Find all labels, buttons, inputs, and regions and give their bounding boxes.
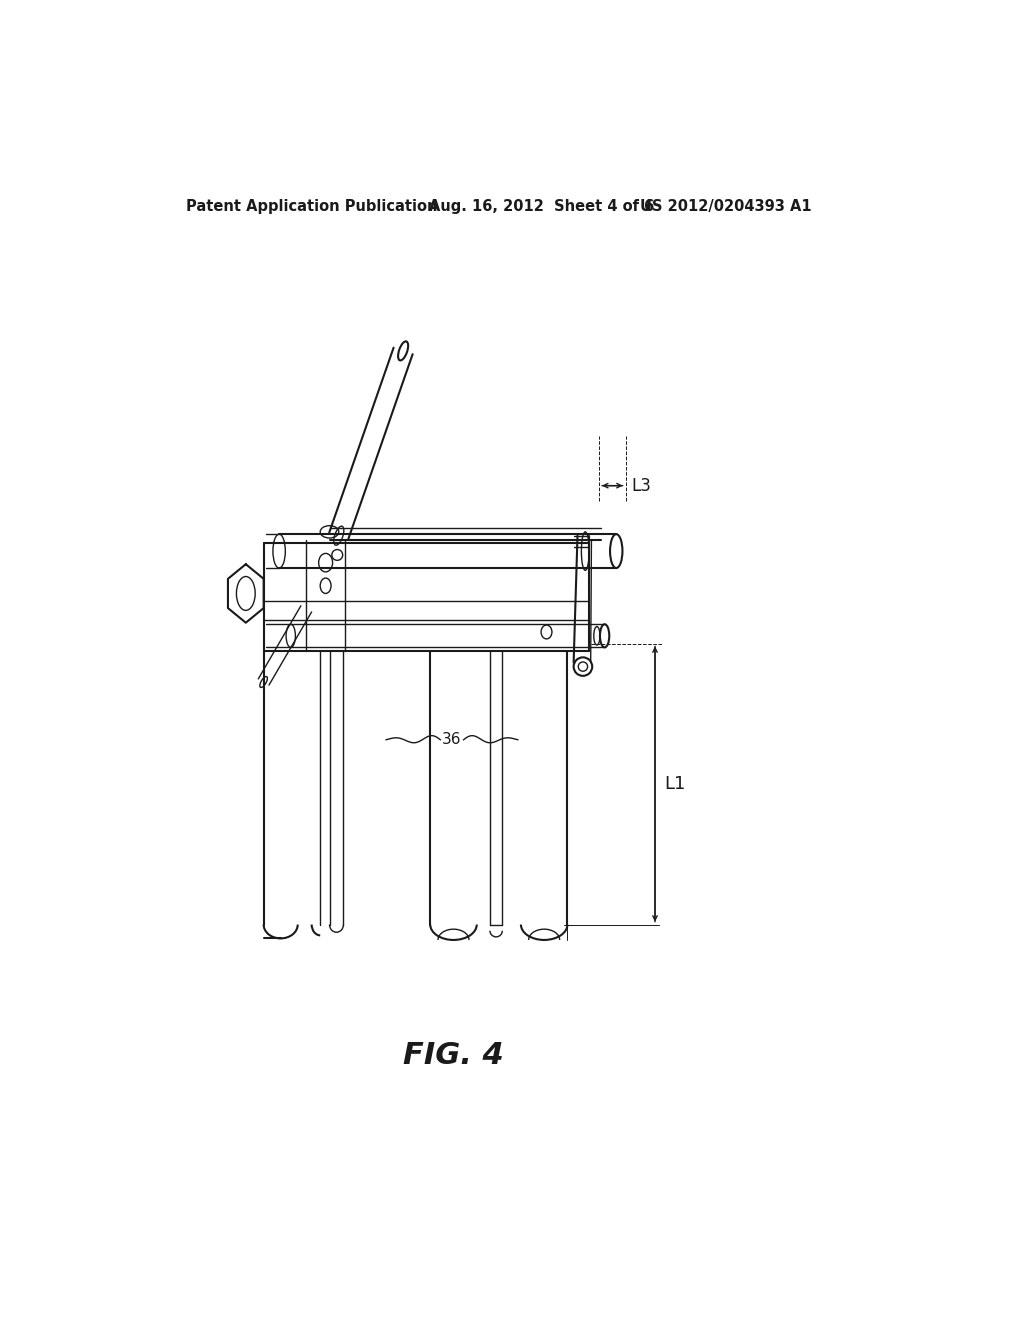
Text: 36: 36: [442, 733, 462, 747]
Text: L1: L1: [665, 775, 686, 793]
Text: Patent Application Publication: Patent Application Publication: [186, 198, 437, 214]
Text: Aug. 16, 2012  Sheet 4 of 6: Aug. 16, 2012 Sheet 4 of 6: [429, 198, 654, 214]
Text: L3: L3: [632, 477, 651, 495]
Text: US 2012/0204393 A1: US 2012/0204393 A1: [640, 198, 811, 214]
Text: FIG. 4: FIG. 4: [403, 1041, 504, 1071]
